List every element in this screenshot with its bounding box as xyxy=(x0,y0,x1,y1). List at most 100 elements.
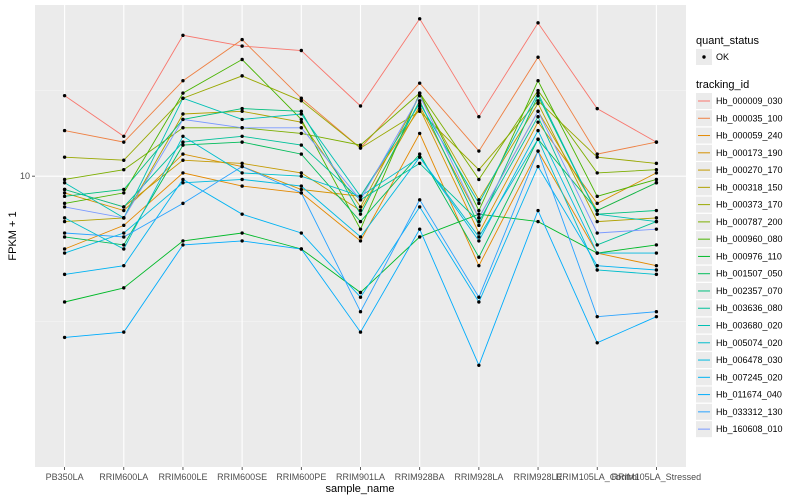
data-point xyxy=(299,152,304,156)
data-point xyxy=(477,216,481,220)
data-point xyxy=(358,212,363,216)
legend-tracking-id-title: tracking_id xyxy=(696,79,749,91)
data-point xyxy=(536,93,540,98)
data-point xyxy=(62,177,67,182)
data-point xyxy=(536,149,540,153)
data-point xyxy=(477,177,481,182)
data-point xyxy=(595,231,599,235)
data-point xyxy=(62,216,67,220)
legend-series-label: Hb_005074_020 xyxy=(716,338,783,348)
data-point xyxy=(181,177,185,182)
data-point xyxy=(240,177,244,182)
data-point xyxy=(654,272,659,277)
data-point xyxy=(122,263,126,268)
data-point xyxy=(62,300,67,304)
data-point xyxy=(62,251,67,255)
data-point xyxy=(62,187,67,192)
data-point xyxy=(358,208,363,213)
data-point xyxy=(122,286,126,290)
data-point xyxy=(595,106,599,111)
data-point xyxy=(654,216,659,220)
data-point xyxy=(240,57,244,62)
data-point xyxy=(536,99,540,103)
data-point xyxy=(654,227,659,231)
legend-tracking-id: tracking_id Hb_000009_030 Hb_000035_100 Hb… xyxy=(696,79,783,438)
data-point xyxy=(358,198,363,202)
data-point xyxy=(358,330,363,334)
data-point xyxy=(536,109,540,113)
legend-series-label: Hb_000009_030 xyxy=(716,96,783,106)
legend-series-label: Hb_000960_080 xyxy=(716,234,783,244)
data-point xyxy=(299,184,304,188)
data-point xyxy=(122,191,126,195)
data-point xyxy=(477,255,481,259)
legend-series-label: Hb_002357_070 xyxy=(716,286,783,296)
data-point xyxy=(299,99,304,103)
legend-series-label: Hb_000035_100 xyxy=(716,113,783,123)
data-point xyxy=(358,104,363,108)
data-point xyxy=(417,91,422,95)
x-axis-title: sample_name xyxy=(325,483,394,495)
x-tick-label: RRIM600LE xyxy=(158,472,207,482)
data-point xyxy=(536,137,540,141)
data-point xyxy=(240,109,244,113)
legend-series-label: Hb_033312_130 xyxy=(716,407,783,417)
legend-point-key xyxy=(702,55,706,59)
data-point xyxy=(181,91,185,95)
data-point xyxy=(417,152,422,156)
legend-quant-status: quant_status OK xyxy=(696,35,759,65)
data-point xyxy=(62,191,67,195)
data-point xyxy=(417,131,422,136)
data-point xyxy=(417,93,422,98)
data-point xyxy=(122,231,126,235)
data-point xyxy=(181,143,185,147)
data-point xyxy=(417,81,422,85)
data-point xyxy=(595,251,599,255)
data-point xyxy=(536,101,540,106)
data-point xyxy=(477,149,481,153)
data-point xyxy=(477,198,481,202)
legend-quant-status-label: OK xyxy=(716,52,729,62)
data-point xyxy=(181,239,185,243)
x-tick-label: PB350LA xyxy=(46,472,84,482)
data-point xyxy=(654,171,659,175)
data-point xyxy=(417,205,422,209)
data-point xyxy=(654,268,659,272)
data-point xyxy=(595,212,599,216)
data-point xyxy=(240,212,244,216)
x-tick-label: RRIM928BA xyxy=(395,472,445,482)
data-point xyxy=(181,152,185,156)
data-point xyxy=(536,208,540,213)
data-point xyxy=(122,330,126,334)
legend-series-label: Hb_000270_170 xyxy=(716,165,783,175)
data-point xyxy=(62,219,67,224)
data-point xyxy=(536,55,540,59)
legend-series-label: Hb_000976_110 xyxy=(716,251,782,261)
legend-series-label: Hb_000787_200 xyxy=(716,217,783,227)
data-point xyxy=(654,314,659,319)
data-point xyxy=(181,96,185,100)
data-point xyxy=(477,223,481,228)
data-point xyxy=(477,363,481,367)
data-point xyxy=(417,235,422,239)
data-point xyxy=(240,231,244,235)
data-point xyxy=(181,181,185,185)
data-point xyxy=(299,112,304,116)
data-point xyxy=(240,74,244,78)
data-point xyxy=(122,247,126,251)
data-point xyxy=(299,131,304,136)
data-point xyxy=(181,134,185,138)
data-point xyxy=(654,251,659,255)
data-point xyxy=(122,140,126,144)
data-point xyxy=(122,134,126,138)
data-point xyxy=(299,191,304,195)
data-point xyxy=(536,114,540,119)
data-point xyxy=(536,120,540,124)
legend-series-label: Hb_003680_020 xyxy=(716,321,783,331)
data-point xyxy=(299,174,304,178)
data-point xyxy=(358,194,363,199)
data-point xyxy=(181,117,185,122)
x-tick-label: RRIM105LA_Control xyxy=(556,472,639,482)
data-point xyxy=(417,17,422,21)
data-point xyxy=(654,219,659,224)
